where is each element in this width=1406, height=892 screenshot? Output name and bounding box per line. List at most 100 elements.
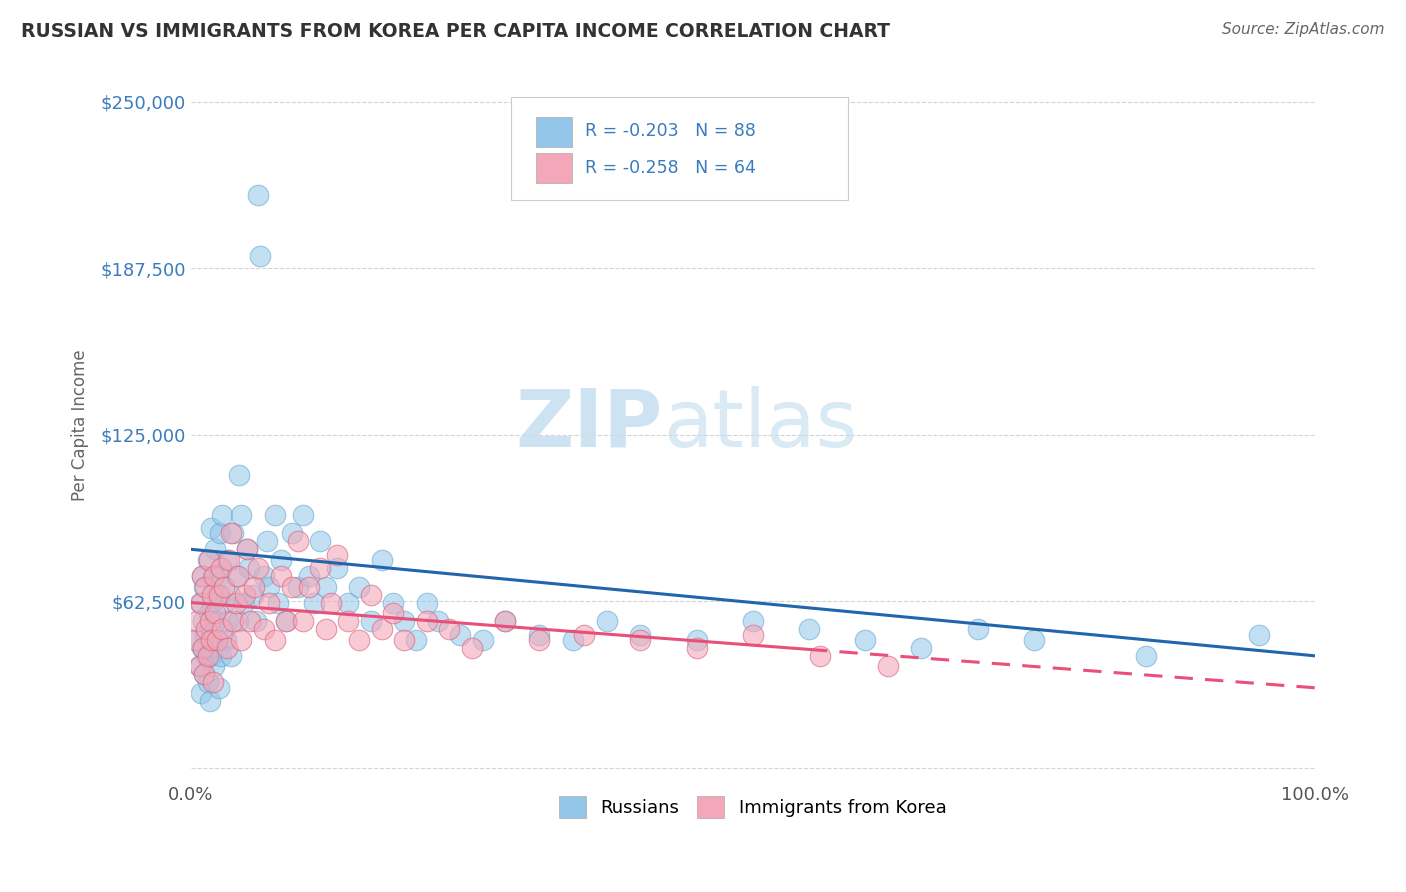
- Point: [202, 675, 225, 690]
- Point: [382, 606, 405, 620]
- Point: [236, 542, 259, 557]
- Point: [360, 588, 382, 602]
- Point: [259, 580, 281, 594]
- Point: [259, 595, 281, 609]
- Point: [184, 632, 207, 647]
- Point: [201, 595, 224, 609]
- Point: [200, 648, 222, 663]
- Point: [1247, 627, 1270, 641]
- Point: [194, 580, 217, 594]
- Point: [202, 659, 225, 673]
- Point: [495, 614, 517, 628]
- Point: [1022, 632, 1045, 647]
- Point: [315, 622, 337, 636]
- Point: [628, 627, 651, 641]
- Point: [685, 640, 707, 655]
- Point: [685, 632, 707, 647]
- Point: [321, 595, 343, 609]
- Point: [191, 614, 214, 628]
- Point: [287, 580, 309, 594]
- Point: [231, 508, 253, 522]
- Point: [450, 627, 472, 641]
- Point: [204, 606, 226, 620]
- Point: [267, 595, 290, 609]
- Point: [247, 561, 270, 575]
- Point: [200, 521, 222, 535]
- Point: [197, 648, 219, 663]
- Point: [225, 595, 247, 609]
- Point: [527, 627, 550, 641]
- Point: [222, 526, 245, 541]
- Point: [247, 188, 270, 202]
- Point: [215, 553, 238, 567]
- Point: [197, 606, 219, 620]
- Point: [628, 632, 651, 647]
- Point: [256, 534, 278, 549]
- Point: [204, 542, 226, 557]
- Point: [238, 561, 260, 575]
- Point: [561, 632, 583, 647]
- Point: [197, 553, 219, 567]
- Point: [281, 526, 304, 541]
- Point: [966, 622, 988, 636]
- Point: [209, 648, 232, 663]
- Point: [207, 632, 229, 647]
- Point: [197, 675, 219, 690]
- Point: [337, 595, 360, 609]
- Point: [298, 580, 321, 594]
- Legend: Russians, Immigrants from Korea: Russians, Immigrants from Korea: [551, 789, 953, 825]
- Point: [405, 632, 427, 647]
- Point: [219, 588, 242, 602]
- Point: [298, 569, 321, 583]
- Point: [208, 588, 231, 602]
- Point: [193, 667, 215, 681]
- Text: RUSSIAN VS IMMIGRANTS FROM KOREA PER CAPITA INCOME CORRELATION CHART: RUSSIAN VS IMMIGRANTS FROM KOREA PER CAP…: [21, 22, 890, 41]
- Point: [233, 588, 256, 602]
- FancyBboxPatch shape: [536, 153, 572, 183]
- Point: [276, 614, 298, 628]
- Point: [337, 614, 360, 628]
- Point: [281, 580, 304, 594]
- Point: [219, 648, 242, 663]
- Point: [204, 614, 226, 628]
- Point: [187, 659, 209, 673]
- Point: [197, 553, 219, 567]
- Point: [276, 614, 298, 628]
- Point: [1135, 648, 1157, 663]
- Point: [228, 467, 250, 482]
- Point: [190, 595, 212, 609]
- Point: [194, 627, 217, 641]
- Point: [461, 640, 484, 655]
- Point: [214, 632, 236, 647]
- Point: [214, 580, 236, 594]
- Point: [495, 614, 517, 628]
- Point: [198, 694, 221, 708]
- Point: [195, 622, 218, 636]
- Point: [326, 561, 349, 575]
- Point: [208, 681, 231, 695]
- Text: Source: ZipAtlas.com: Source: ZipAtlas.com: [1222, 22, 1385, 37]
- Point: [191, 569, 214, 583]
- Point: [416, 595, 439, 609]
- Point: [202, 569, 225, 583]
- Point: [198, 614, 221, 628]
- Point: [205, 632, 228, 647]
- Point: [326, 548, 349, 562]
- Point: [217, 614, 239, 628]
- Point: [186, 632, 208, 647]
- FancyBboxPatch shape: [512, 97, 848, 201]
- Point: [304, 595, 326, 609]
- Point: [236, 542, 259, 557]
- Point: [188, 659, 211, 673]
- Point: [190, 686, 212, 700]
- Point: [439, 622, 461, 636]
- Point: [211, 508, 233, 522]
- Point: [292, 508, 315, 522]
- Point: [371, 622, 394, 636]
- Point: [253, 622, 276, 636]
- Point: [249, 249, 271, 263]
- Point: [309, 561, 332, 575]
- Point: [245, 614, 267, 628]
- Point: [205, 588, 228, 602]
- Point: [231, 632, 253, 647]
